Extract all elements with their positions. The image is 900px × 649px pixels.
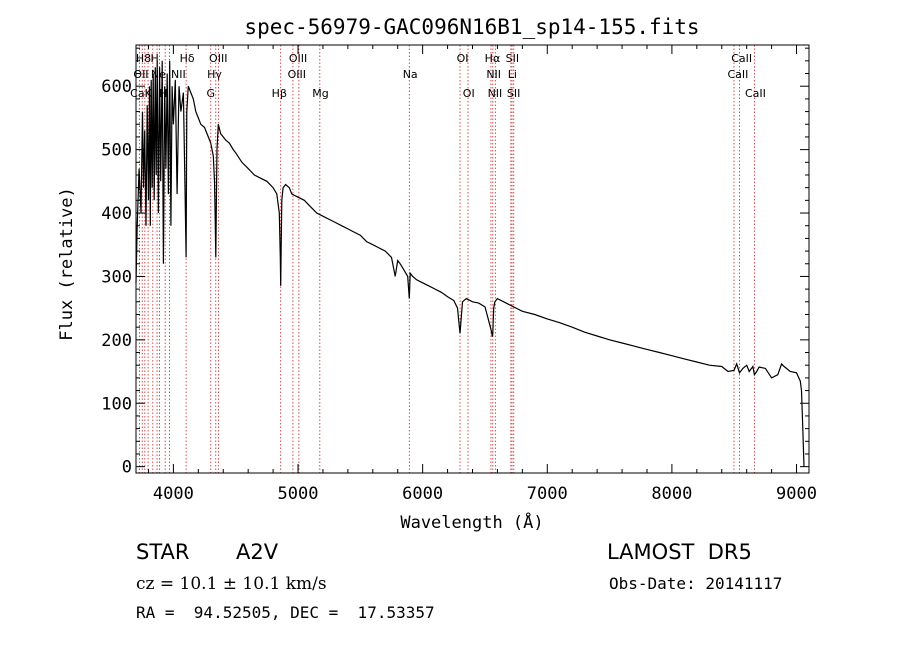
coordinates: RA = 94.52505, DEC = 17.53357 [136,603,435,622]
observation-date: Obs-Date: 20141117 [609,574,783,593]
survey-name: LAMOST DR5 [607,540,752,564]
line-label-row2-2: NII [171,68,186,81]
plot-frame [135,44,810,474]
line-label-row1-5: OI [457,52,469,65]
y-axis-label: Flux (relative) [57,187,77,341]
x-axis-label: Wavelength (Å) [400,511,543,533]
y-tick-label: 400 [101,204,132,224]
line-label-row1-4: OIII [289,52,307,65]
y-tick-label: 100 [101,394,132,414]
line-label-row2-7: Li [508,68,517,81]
y-tick-label: 0 [122,458,132,478]
line-label-row2-4: OIII [288,68,306,81]
object-subclass: A2V [236,540,279,564]
line-label-row1-7: SII [506,52,519,65]
line-label-row1-8: CaII [731,52,752,65]
line-label-row3-3: Hβ [272,87,287,100]
y-tick-label: 600 [101,77,132,97]
line-label-row1-2: Hδ [180,52,195,65]
object-type: STAR [136,540,190,564]
line-label-row2-0: OII [133,68,148,81]
line-label-row1-3: OIII [209,52,227,65]
line-label-row3-4: Mg [312,87,328,100]
line-label-row1-6: Hα [485,52,501,65]
line-label-row3-6: NII [488,87,503,100]
line-label-row1-1: H [151,52,159,65]
spectrum-line [135,60,805,467]
x-tick-label: 4000 [153,484,194,504]
line-label-row2-3: Hγ [207,68,222,81]
line-label-row2-8: CaII [728,68,749,81]
x-tick-label: 5000 [278,484,319,504]
line-label-row3-7: SII [507,87,520,100]
line-label-row1-0: H8 [136,52,151,65]
line-label-row3-1: H [159,87,167,100]
x-tick-label: 9000 [776,484,817,504]
y-tick-label: 500 [101,141,132,161]
x-tick-label: 8000 [651,484,692,504]
x-tick-label: 7000 [527,484,568,504]
redshift-value: cz = 10.1 ± 10.1 km/s [136,574,327,594]
line-label-row3-5: OI [463,87,475,100]
y-tick-label: 200 [101,331,132,351]
line-label-row3-8: CaII [745,87,766,100]
line-markers [138,45,755,473]
axis-ticks: 4000 5000 6000 7000 8000 9000 0 100 200 300 400 500… [101,45,817,504]
line-label-row2-6: NII [486,68,501,81]
chart-title: spec-56979-GAC096N16B1_sp14-155.fits [244,15,699,39]
line-label-row2-5: Na [403,68,418,81]
line-label-row3-2: G [207,87,216,100]
x-tick-label: 6000 [402,484,443,504]
y-tick-label: 300 [101,267,132,287]
